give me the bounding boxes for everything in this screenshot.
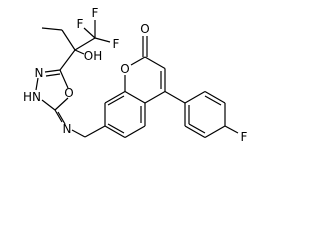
atom-label: O [120, 62, 129, 76]
atom-label: F [113, 37, 120, 51]
bonds [35, 20, 239, 139]
atom-label: N [63, 122, 72, 136]
structure: F F F OH N HN O N O O F [23, 6, 248, 144]
atom-label: F [77, 17, 84, 31]
atom-label: HN [23, 90, 41, 104]
atom-label: F [241, 130, 248, 144]
atom-label: OH [84, 49, 102, 63]
atom-label: O [64, 86, 73, 100]
atom-label: O [140, 22, 149, 36]
atom-label: F [92, 6, 99, 20]
atom-label: N [35, 66, 44, 80]
